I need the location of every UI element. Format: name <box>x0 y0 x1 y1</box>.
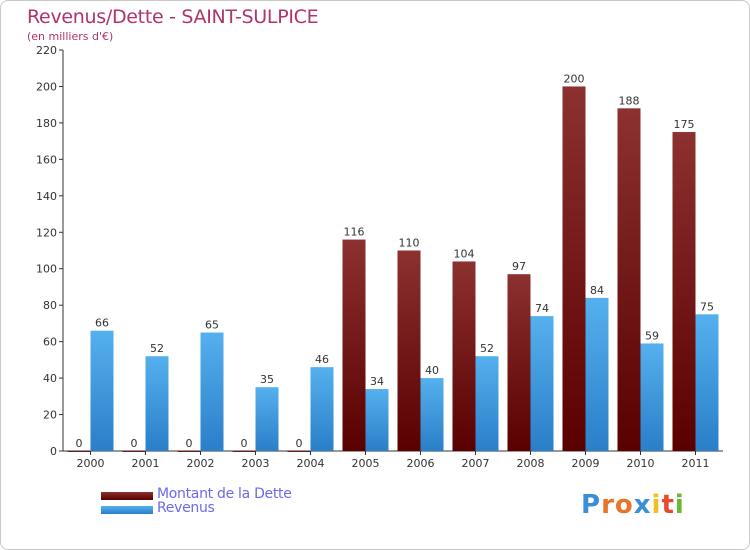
data-label-revenus: 66 <box>95 317 109 330</box>
data-label-revenus: 84 <box>590 284 604 297</box>
x-tick-label: 2007 <box>462 457 490 470</box>
y-tick-label: 160 <box>36 153 57 166</box>
data-label-debt: 175 <box>674 118 695 131</box>
data-label-revenus: 75 <box>700 300 714 313</box>
bar-debt <box>562 86 586 452</box>
bar-debt <box>177 451 201 452</box>
data-label-debt: 188 <box>619 94 640 107</box>
data-label-revenus: 34 <box>370 375 384 388</box>
x-tick-label: 2010 <box>627 457 655 470</box>
logo-letter: o <box>614 490 634 520</box>
logo-letter: P <box>581 490 602 520</box>
x-tick-label: 2006 <box>407 457 435 470</box>
chart-subtitle: (en milliers d'€) <box>27 30 114 43</box>
bar-revenus <box>145 356 169 451</box>
logo-letter: i <box>651 490 662 520</box>
bar-revenus <box>310 367 334 451</box>
x-tick-label: 2004 <box>297 457 325 470</box>
data-label-revenus: 65 <box>205 319 219 332</box>
x-tick-label: 2011 <box>682 457 710 470</box>
legend-label-revenus: Revenus <box>157 500 215 516</box>
data-label-revenus: 59 <box>645 329 659 342</box>
data-label-revenus: 40 <box>425 364 439 377</box>
bar-debt <box>672 132 696 452</box>
bar-revenus <box>255 387 279 451</box>
bar-revenus <box>585 297 609 451</box>
y-tick-label: 80 <box>43 299 57 312</box>
data-label-debt: 200 <box>564 72 585 85</box>
x-tick-label: 2002 <box>187 457 215 470</box>
x-tick-label: 2003 <box>242 457 270 470</box>
x-tick-label: 2009 <box>572 457 600 470</box>
data-label-revenus: 52 <box>480 342 494 355</box>
bar-revenus <box>90 330 114 451</box>
legend-swatch-revenus <box>101 506 153 514</box>
x-tick-label: 2008 <box>517 457 545 470</box>
data-label-revenus: 74 <box>535 302 549 315</box>
data-label-revenus: 52 <box>150 342 164 355</box>
data-label-revenus: 35 <box>260 373 274 386</box>
logo-letter: i <box>674 490 685 520</box>
bar-debt <box>287 451 311 452</box>
y-tick-label: 120 <box>36 226 57 239</box>
logo-letter: t <box>661 490 675 520</box>
y-tick-label: 20 <box>43 409 57 422</box>
bar-revenus <box>530 316 554 451</box>
bar-debt <box>67 451 91 452</box>
bar-revenus <box>475 356 499 451</box>
data-label-debt: 104 <box>454 247 475 260</box>
y-tick-label: 220 <box>36 44 57 57</box>
bar-debt <box>397 250 421 451</box>
chart-title: Revenus/Dette - SAINT-SULPICE <box>27 6 319 28</box>
y-tick-label: 100 <box>36 263 57 276</box>
x-tick-label: 2000 <box>77 457 105 470</box>
logo-letter: r <box>601 490 615 520</box>
legend-label-debt: Montant de la Dette <box>157 486 292 502</box>
bar-revenus <box>640 343 664 451</box>
bar-revenus <box>695 314 719 451</box>
bar-debt <box>452 261 476 451</box>
bar-revenus <box>420 378 444 451</box>
data-label-debt: 0 <box>241 437 248 450</box>
bar-debt <box>617 108 641 451</box>
bar-debt <box>507 274 531 451</box>
y-tick-label: 60 <box>43 336 57 349</box>
data-label-debt: 116 <box>344 226 365 239</box>
x-tick-label: 2001 <box>132 457 160 470</box>
data-label-debt: 110 <box>399 237 420 250</box>
proxiti-logo: Proxiti <box>581 490 685 520</box>
data-label-revenus: 46 <box>315 353 329 366</box>
x-tick-label: 2005 <box>352 457 380 470</box>
y-tick-label: 0 <box>50 445 57 458</box>
logo-letter: x <box>633 490 652 520</box>
bar-debt <box>122 451 146 452</box>
legend-swatch-debt <box>101 492 153 500</box>
bar-debt <box>342 239 366 451</box>
bar-debt <box>232 451 256 452</box>
data-label-debt: 0 <box>296 437 303 450</box>
bar-revenus <box>365 389 389 451</box>
data-label-debt: 0 <box>131 437 138 450</box>
y-tick-label: 200 <box>36 80 57 93</box>
data-label-debt: 0 <box>186 437 193 450</box>
y-tick-label: 40 <box>43 372 57 385</box>
bar-revenus <box>200 332 224 451</box>
data-label-debt: 97 <box>512 260 526 273</box>
data-label-debt: 0 <box>76 437 83 450</box>
y-tick-label: 180 <box>36 117 57 130</box>
y-tick-label: 140 <box>36 190 57 203</box>
